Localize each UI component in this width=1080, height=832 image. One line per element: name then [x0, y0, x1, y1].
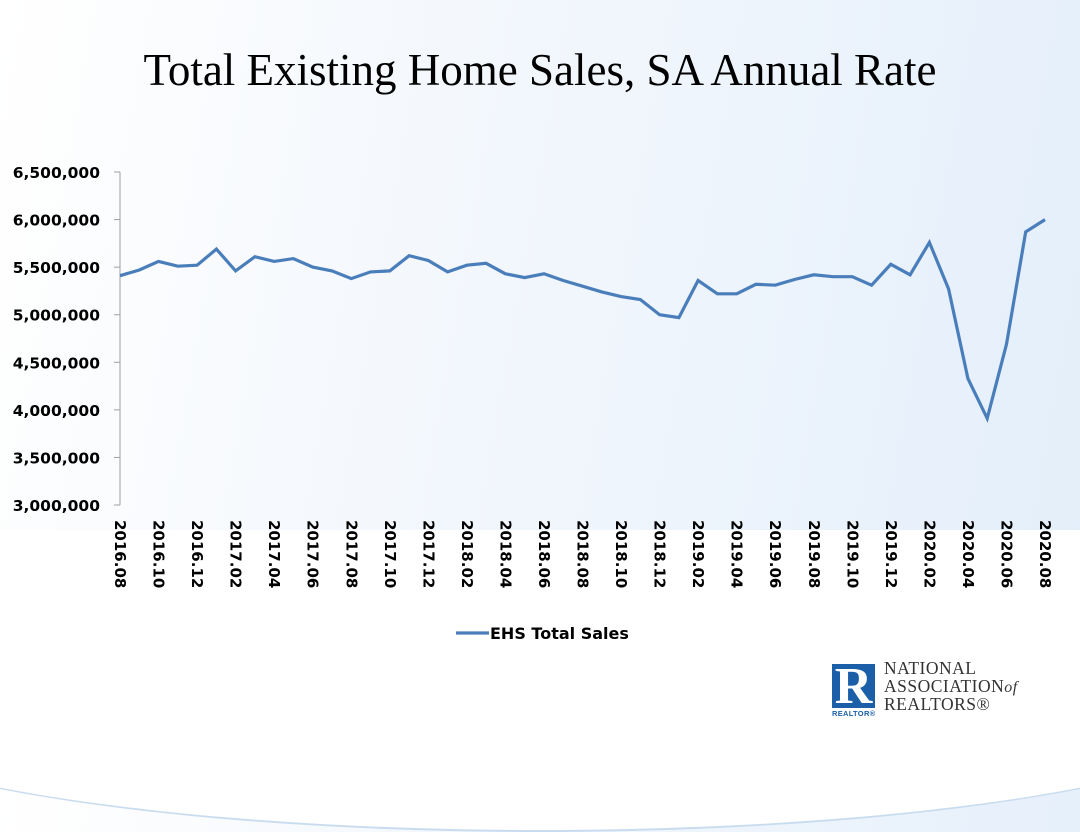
x-tick-label: 2019.06: [766, 520, 784, 588]
x-tick-label: 2020.04: [959, 520, 977, 588]
x-tick-label: 2017.08: [342, 520, 360, 588]
x-tick-label: 2018.06: [535, 520, 553, 588]
y-tick-label: 4,000,000: [13, 402, 100, 420]
realtor-mark-caption: REALTOR®: [832, 709, 875, 718]
x-tick-label: 2018.04: [496, 520, 514, 588]
x-tick-label: 2020.06: [997, 520, 1015, 588]
x-tick-label: 2018.08: [574, 520, 592, 588]
legend-label: EHS Total Sales: [490, 624, 629, 643]
x-tick-label: 2019.02: [689, 520, 707, 588]
x-tick-label: 2017.12: [419, 520, 437, 588]
x-tick-label: 2018.10: [612, 520, 630, 588]
x-tick-label: 2017.04: [265, 520, 283, 588]
y-tick-label: 4,500,000: [13, 354, 100, 372]
legend: EHS Total Sales: [456, 624, 629, 643]
x-tick-label: 2016.12: [188, 520, 206, 588]
nar-logo: R REALTOR® NATIONAL ASSOCIATIONof REALTO…: [832, 660, 1032, 720]
x-tick-label: 2019.04: [728, 520, 746, 588]
y-tick-label: 3,000,000: [13, 497, 100, 515]
realtor-r-mark-icon: R: [832, 664, 875, 708]
x-tick-label: 2020.08: [1036, 520, 1054, 588]
y-tick-label: 6,500,000: [13, 164, 100, 182]
x-tick-label: 2019.10: [843, 520, 861, 588]
x-axis: 2016.08 2016.10 2016.12 2017.02 2017.04 2017.…: [111, 520, 1054, 588]
logo-wordmark: NATIONAL ASSOCIATIONof REALTORS®: [884, 660, 1018, 714]
line-chart: 3,000,000 3,500,000 4,000,000 4,500,000 5,00…: [0, 0, 1080, 757]
series-layer: [120, 219, 1045, 418]
x-tick-label: 2017.10: [381, 520, 399, 588]
y-tick-label: 5,000,000: [13, 307, 100, 325]
x-tick-label: 2020.02: [920, 520, 938, 588]
x-tick-label: 2016.10: [150, 520, 168, 588]
y-axis: 3,000,000 3,500,000 4,000,000 4,500,000 5,00…: [13, 164, 120, 515]
x-tick-label: 2018.02: [458, 520, 476, 588]
x-tick-label: 2019.08: [805, 520, 823, 588]
y-tick-label: 3,500,000: [13, 449, 100, 467]
logo-line-3: REALTORS®: [884, 696, 1018, 714]
x-tick-label: 2019.12: [882, 520, 900, 588]
x-tick-label: 2017.06: [304, 520, 322, 588]
y-tick-label: 6,000,000: [13, 212, 100, 230]
x-tick-label: 2016.08: [111, 520, 129, 588]
x-tick-label: 2018.12: [651, 520, 669, 588]
y-tick-label: 5,500,000: [13, 259, 100, 277]
series-line-ehs-total-sales: [120, 220, 1045, 419]
x-tick-label: 2017.02: [227, 520, 245, 588]
